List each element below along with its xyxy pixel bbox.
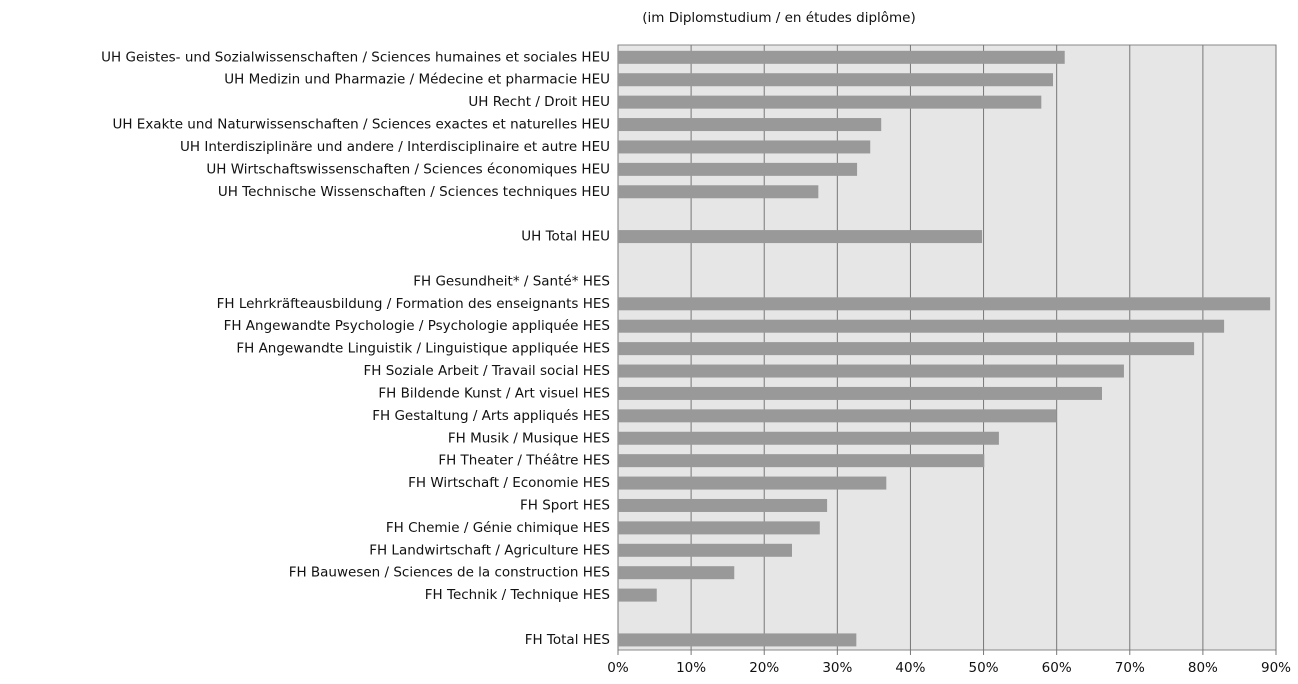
x-tick-label: 20% — [749, 660, 779, 676]
bar — [618, 566, 735, 580]
y-tick-label: FH Chemie / Génie chimique HES — [386, 520, 610, 536]
chart-subtitle: (im Diplomstudium / en études diplôme) — [642, 10, 916, 26]
bar — [618, 95, 1042, 109]
bar — [618, 230, 983, 244]
bar — [618, 319, 1225, 333]
y-tick-label: UH Wirtschaftswissenschaften / Sciences … — [206, 161, 610, 177]
bar — [618, 162, 858, 176]
bar — [618, 454, 985, 468]
bar — [618, 498, 828, 512]
bar — [618, 297, 1271, 311]
y-tick-label: UH Exakte und Naturwissenschaften / Scie… — [112, 117, 610, 133]
x-tick-label: 10% — [676, 660, 706, 676]
x-tick-label: 30% — [822, 660, 852, 676]
y-tick-label: FH Bildende Kunst / Art visuel HES — [378, 385, 610, 401]
x-tick-label: 60% — [1042, 660, 1072, 676]
bar — [618, 431, 999, 445]
y-tick-label: FH Gestaltung / Arts appliqués HES — [372, 408, 610, 424]
y-tick-label: FH Landwirtschaft / Agriculture HES — [369, 542, 610, 558]
y-tick-label: UH Recht / Droit HEU — [468, 94, 610, 110]
x-tick-label: 50% — [969, 660, 999, 676]
x-tick-label: 80% — [1188, 660, 1218, 676]
bar — [618, 633, 857, 647]
y-tick-label: FH Wirtschaft / Economie HES — [408, 475, 610, 491]
y-tick-label: FH Total HES — [525, 632, 610, 648]
x-tick-label: 0% — [607, 660, 629, 676]
x-tick-label: 90% — [1261, 660, 1291, 676]
y-tick-label: FH Sport HES — [520, 497, 610, 513]
y-tick-label: FH Theater / Théâtre HES — [438, 453, 610, 469]
y-tick-label: FH Bauwesen / Sciences de la constructio… — [289, 565, 610, 581]
bar — [618, 50, 1065, 64]
y-tick-label: UH Interdisziplinäre und andere / Interd… — [180, 139, 610, 155]
y-tick-label: FH Musik / Musique HES — [448, 430, 610, 446]
y-tick-label: FH Lehrkräfteausbildung / Formation des … — [217, 296, 610, 312]
bar — [618, 73, 1054, 87]
bar — [618, 588, 657, 602]
bar — [618, 386, 1102, 400]
y-tick-label: UH Technische Wissenschaften / Sciences … — [218, 184, 610, 200]
x-tick-label: 40% — [895, 660, 925, 676]
bar — [618, 185, 819, 199]
y-tick-label: FH Angewandte Linguistik / Linguistique … — [236, 341, 610, 357]
x-tick-label: 70% — [1115, 660, 1145, 676]
bar — [618, 476, 887, 490]
bar — [618, 140, 871, 154]
bar — [618, 409, 1057, 423]
y-tick-label: UH Medizin und Pharmazie / Médecine et p… — [224, 72, 610, 88]
y-tick-label: UH Geistes- und Sozialwissenschaften / S… — [101, 49, 610, 65]
y-tick-label: UH Total HEU — [521, 229, 610, 245]
bar — [618, 118, 882, 132]
bar — [618, 521, 820, 535]
y-tick-label: FH Angewandte Psychologie / Psychologie … — [224, 318, 610, 334]
bar — [618, 364, 1124, 378]
y-tick-label: FH Gesundheit* / Santé* HES — [413, 273, 610, 289]
bar — [618, 342, 1195, 356]
bar — [618, 543, 793, 557]
y-tick-label: FH Technik / Technique HES — [425, 587, 610, 603]
y-tick-label: FH Soziale Arbeit / Travail social HES — [363, 363, 610, 379]
